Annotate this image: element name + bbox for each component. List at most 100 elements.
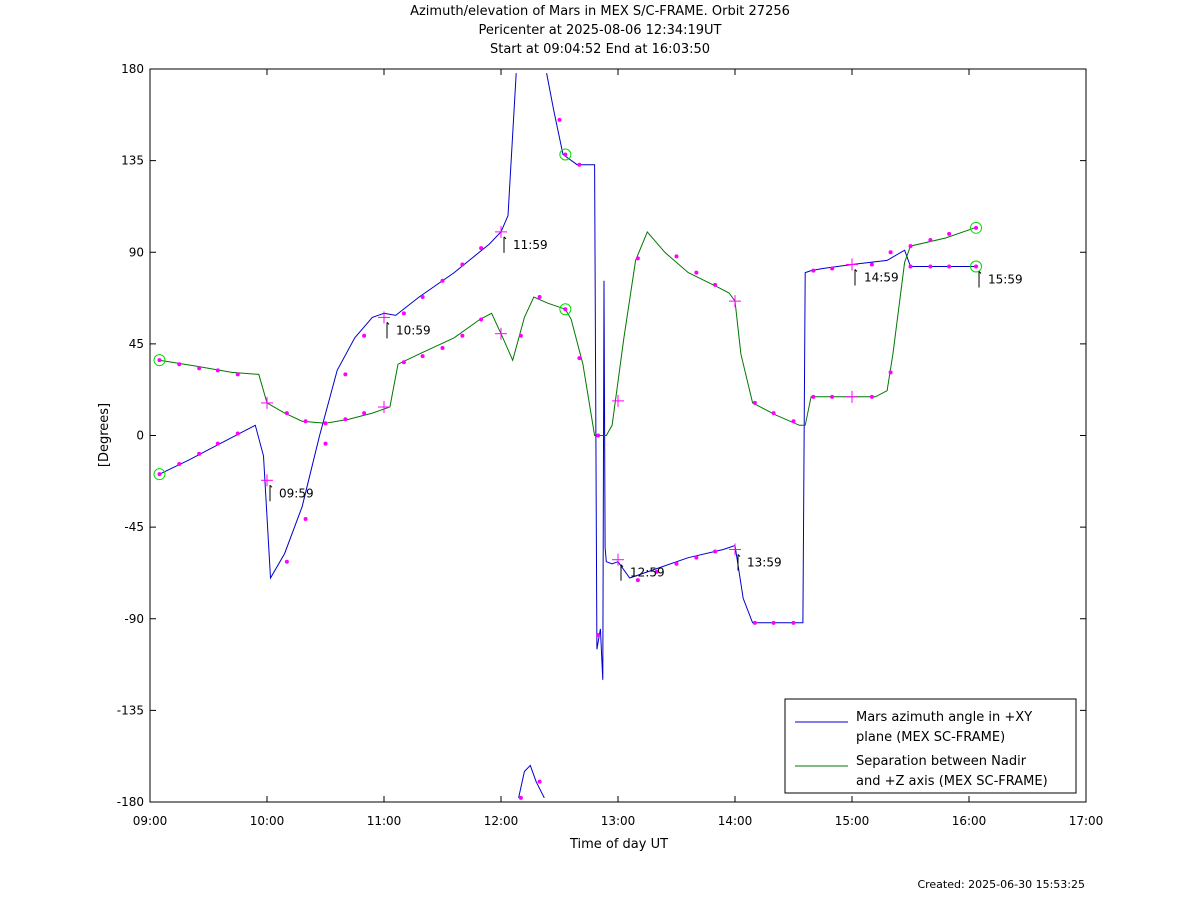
sample-point [791,620,796,625]
x-tick-label: 09:00 [133,814,168,828]
time-annotation: 15:59 [978,271,1023,288]
endpoint-center-point [563,152,568,157]
sample-point [694,270,699,275]
endpoint-circle-marker [559,303,572,316]
y-tick-label: 0 [136,429,144,443]
sample-point [362,333,367,338]
endpoint-circle-marker [153,468,166,481]
sample-point [811,394,816,399]
sample-point [635,578,640,583]
sample-point [596,433,601,438]
sample-point [401,311,406,316]
sample-point [674,561,679,566]
endpoint-center-point [157,472,162,477]
sample-point [284,559,289,564]
hour-plus-marker [261,396,273,409]
x-tick-label: 15:00 [835,814,870,828]
annotation-arrow [854,269,858,272]
endpoint-center-point [157,358,162,363]
legend-separation-line2: and +Z axis (MEX SC-FRAME) [856,774,1048,789]
annotation-label: 13:59 [747,556,782,570]
sample-point [420,295,425,300]
sample-point [518,795,523,800]
plot-frame [149,68,1087,803]
legend: Mars azimuth angle in +XY plane (MEX SC-… [784,698,1077,794]
x-tick-label: 17:00 [1069,814,1104,828]
x-tick-label: 12:00 [484,814,519,828]
sample-point [362,411,367,416]
sample-point [440,278,445,283]
chart-subtitle-pericenter: Pericenter at 2025-08-06 12:34:19UT [478,23,722,38]
hour-plus-marker [378,400,390,413]
sample-point [771,620,776,625]
sample-point [440,345,445,350]
time-annotation: 12:59 [620,564,665,581]
sample-point [830,394,835,399]
hour-plus-marker [729,295,741,308]
y-tick-label: -90 [124,612,144,626]
annotation-label: 15:59 [988,273,1023,287]
sample-point [343,417,348,422]
annotation-label: 14:59 [864,270,899,284]
annotation-arrow [269,484,273,488]
chart-title: Azimuth/elevation of Mars in MEX S/C-FRA… [410,4,790,19]
sample-point [674,254,679,259]
sample-point [635,256,640,261]
y-axis-label: [Degrees] [97,403,112,467]
legend-azimuth-line2: plane (MEX SC-FRAME) [856,730,1005,745]
sample-point [577,356,582,361]
hour-plus-marker [846,258,858,271]
annotation-arrow [503,236,507,240]
sample-point [537,779,542,784]
sample-point [479,246,484,251]
sample-point [888,370,893,375]
x-tick-label: 13:00 [601,814,636,828]
sample-point [235,372,240,377]
sample-point [323,441,328,446]
annotation-arrow [737,554,741,557]
endpoint-circle-marker [970,260,983,273]
time-annotation: 14:59 [854,269,899,286]
hour-plus-marker [612,553,624,566]
sample-point [928,264,933,269]
sample-point [654,569,659,574]
sample-point [752,400,757,405]
sample-point [830,266,835,271]
sample-point [947,264,952,269]
hour-plus-marker [729,543,741,556]
sample-point [928,238,933,243]
time-annotation: 10:59 [386,322,431,339]
hour-plus-marker [612,394,624,407]
sample-point [869,262,874,267]
sample-point [284,411,289,416]
y-tick-label: 90 [129,245,144,259]
sample-point [343,372,348,377]
x-tick-label: 10:00 [250,814,285,828]
annotation-arrow [386,322,390,325]
sample-point [460,333,465,338]
endpoint-center-point [974,264,979,269]
sample-point [713,549,718,554]
time-annotation: 13:59 [737,554,782,571]
sample-point [177,462,182,467]
x-tick-label: 14:00 [718,814,753,828]
x-tick-label: 16:00 [952,814,987,828]
hour-plus-marker [846,390,858,403]
y-tick-label: 45 [129,337,144,351]
sample-point [557,117,562,122]
created-timestamp: Created: 2025-06-30 15:53:25 [917,878,1085,891]
sample-point [537,295,542,300]
sample-point [323,421,328,426]
endpoint-center-point [563,307,568,312]
sample-point [771,411,776,416]
annotation-label: 09:59 [279,486,314,500]
sample-point [303,419,308,424]
sample-point [401,360,406,365]
sample-point [420,354,425,359]
sample-point [197,451,202,456]
time-annotation: 09:59 [269,484,314,502]
series-line-azimuth [159,73,975,799]
series-line-separation [159,227,976,436]
sample-point [177,362,182,367]
